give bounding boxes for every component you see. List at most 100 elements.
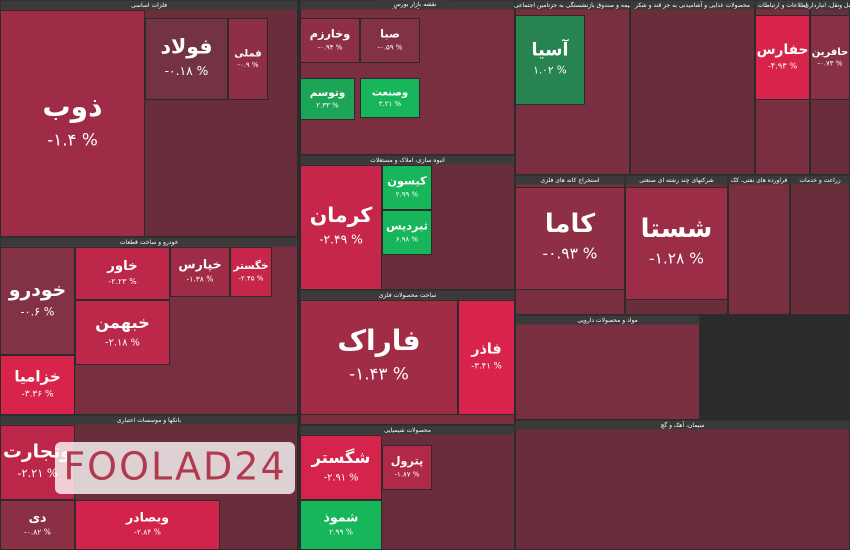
tile [360, 18, 420, 63]
tile-change: ۲.۳۳ % [316, 101, 339, 109]
sector-title: اطلاعات و ارتباطات [758, 2, 808, 9]
tile-name: وتجارت [3, 442, 72, 463]
tile-name: وصنعت [372, 88, 408, 99]
sector-header [790, 175, 850, 185]
tile [515, 15, 585, 105]
tile-name: ذوب [43, 90, 103, 123]
sector-title: بیمه و صندوق بازنشستگی به جزتامین اجتماع… [514, 1, 631, 9]
tile [625, 187, 728, 300]
tile-name: فملی [234, 49, 261, 60]
tile [300, 300, 458, 415]
tile-change: -۱.۸۷ % [395, 470, 420, 478]
tile-change: ۲.۹۹ % [329, 528, 353, 537]
tile-change: -۲.۲۳ % [108, 277, 137, 286]
tile [145, 18, 228, 100]
tile-name: فاذر [470, 342, 501, 358]
sector [728, 175, 790, 315]
tile [360, 78, 420, 118]
tile [382, 210, 432, 255]
tile [228, 18, 268, 100]
sector-header [0, 0, 298, 10]
tile [458, 300, 515, 415]
tile-name: وتوسم [310, 87, 346, 99]
tile-name: ثبردیس [386, 219, 428, 232]
tile [75, 500, 220, 550]
sector-header [515, 420, 850, 430]
sector-title: ساخت محصولات فلزی [379, 292, 437, 299]
tile-change: -۱.۳۸ % [187, 275, 214, 284]
tile-change: -۳.۳۶ % [21, 390, 53, 400]
tile-change: -۳.۴۱ % [471, 362, 501, 372]
tile-change: -۲.۱۸ % [105, 337, 140, 348]
tile [382, 445, 432, 490]
tile-name: فاراک [337, 324, 420, 357]
sector-title: زراعت و خدمات [799, 177, 840, 184]
sector [515, 420, 850, 550]
tile-name: کاما [545, 209, 595, 239]
tile-change: -۱.۲۸ % [649, 249, 704, 267]
tile-name: کرمان [310, 203, 373, 227]
sector-title: خودرو و ساخت قطعات [120, 239, 179, 246]
sector-header [300, 290, 515, 300]
sector-header [810, 0, 850, 10]
tile [300, 500, 382, 550]
tile-name: وخارزم [310, 27, 351, 40]
sector [515, 315, 700, 420]
sector-title: سیمان، آهک و گچ [660, 420, 704, 429]
tile-change: -۱.۴ % [47, 129, 98, 149]
tile-name: خودرو [8, 280, 66, 301]
tile-change: -۰.۶ % [21, 305, 55, 318]
tile [300, 78, 355, 120]
sector [790, 175, 850, 315]
tile-name: دی [29, 510, 47, 525]
sector-title: مواد و محصولات دارویی [577, 317, 638, 324]
sector-title: محصولات غذایی و آشامیدنی به جز قند و شکر [634, 0, 750, 9]
tile-change: ۲.۹۹ % [396, 190, 419, 198]
tile [0, 10, 145, 237]
sector-title: بانکها و موسسات اعتباری [117, 417, 181, 424]
sector-title: فراورده های نفتی، کک [731, 177, 788, 184]
tile-change: ۶.۹۸ % [396, 235, 419, 243]
tile-change: -۲.۸۴ % [134, 528, 161, 537]
sector-header [728, 175, 790, 185]
tile-change: -۰.۹۴ % [318, 43, 343, 51]
title-box [380, 0, 450, 8]
tile-name: حافرین [812, 47, 848, 58]
sector-header [0, 415, 298, 425]
tile-change: -۰.۹ % [237, 61, 258, 69]
tile-change: -۰.۱۸ % [165, 64, 209, 78]
sector-header [625, 175, 728, 185]
sector-title: حمل ونقل، انبارداری [804, 2, 850, 9]
tile [300, 435, 382, 500]
tile-change: -۲.۹۱ % [324, 472, 359, 483]
tile [230, 247, 272, 297]
tile-change: -۰.۸۲ % [24, 528, 51, 537]
sector-title: شرکتهای چند رشته ای صنعتی [639, 177, 714, 184]
tile-change: -۲.۴۹ % [319, 232, 363, 246]
tile [75, 247, 170, 300]
tile-change: -۴.۹۳ % [768, 60, 798, 70]
chart-title: نقشه بازار بورس [393, 1, 436, 8]
tile [515, 187, 625, 290]
tile-name: خبهمن [95, 313, 150, 332]
tile-name: خگستر [232, 259, 268, 272]
tile-name: خزامیا [14, 367, 60, 385]
watermark: FOOLAD24 [63, 445, 286, 489]
tile-change: -۰.۷۳ % [818, 60, 843, 68]
tile [0, 500, 75, 550]
sector-header [515, 0, 630, 10]
tile-name: شگستر [311, 448, 371, 467]
sector-title: استخراج کانه های فلزی [540, 177, 599, 184]
sector [630, 0, 755, 175]
tile-change: ۱.۰۲ % [533, 65, 567, 77]
sector-header [0, 237, 298, 247]
sector-title: فلزات اساسی [131, 2, 167, 9]
tile-change: -۰.۵۹ % [378, 43, 403, 51]
tile [75, 300, 170, 365]
watermark-box [55, 442, 295, 494]
tile-change: -۰.۹۳ % [543, 244, 598, 262]
tile-name: شستا [641, 214, 713, 244]
tile [0, 247, 75, 355]
tile-name: خاور [106, 259, 137, 274]
tile-change: -۲.۴۵ % [239, 274, 264, 282]
